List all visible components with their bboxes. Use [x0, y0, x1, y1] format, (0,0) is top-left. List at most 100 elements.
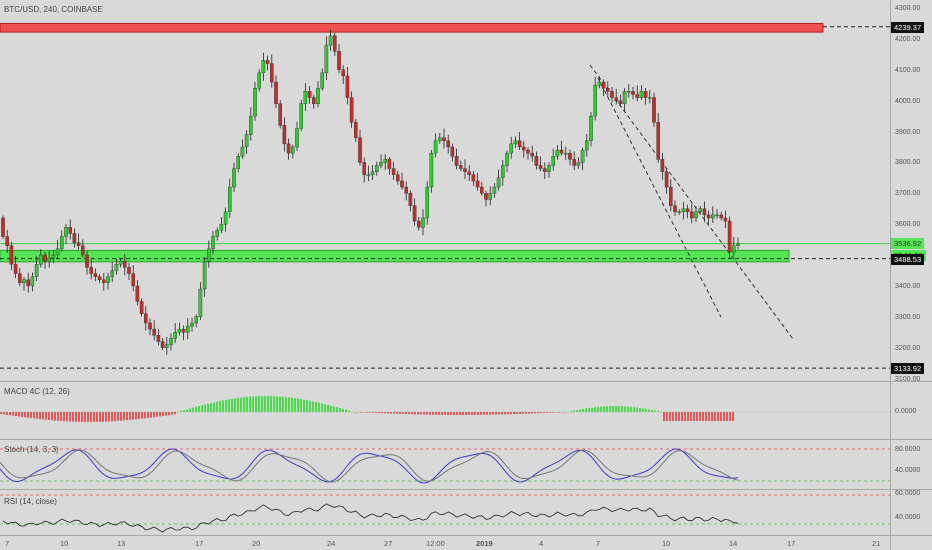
- price-chart[interactable]: [0, 0, 890, 381]
- candle-body: [30, 276, 35, 287]
- candle: [664, 167, 669, 194]
- candle-body: [236, 156, 241, 169]
- macd-axis: 0.0000: [891, 382, 932, 439]
- candle-body: [715, 214, 719, 217]
- candle: [244, 129, 249, 155]
- macd-bar: [435, 412, 437, 415]
- macd-bar: [639, 407, 641, 412]
- candle-body: [68, 227, 72, 234]
- time-label: 4: [539, 539, 544, 548]
- price-axis[interactable]: 4300.00 4200.00 4100.00 4000.00 3900.00 3800.…: [891, 0, 932, 383]
- candle-body: [106, 276, 110, 284]
- candle: [72, 228, 77, 248]
- macd-bar: [207, 403, 209, 412]
- candle: [421, 209, 425, 236]
- macd-bar: [168, 412, 170, 416]
- candle: [551, 148, 555, 171]
- macd-bar: [525, 412, 527, 414]
- price-tick: 4000.00: [895, 97, 921, 105]
- candle-body: [181, 328, 186, 333]
- stoch-pane[interactable]: Stoch (14, 3, 3): [0, 440, 890, 489]
- candle: [9, 241, 14, 271]
- candle-body: [438, 137, 442, 141]
- price-pane[interactable]: BTC/USD, 240, COINBASE: [0, 0, 890, 381]
- candle: [589, 112, 593, 147]
- candle: [509, 136, 514, 159]
- macd-bar: [720, 412, 722, 421]
- macd-bar: [693, 412, 695, 421]
- candle: [316, 81, 320, 108]
- candle: [160, 338, 165, 351]
- candle-body: [270, 63, 274, 83]
- macd-bar: [396, 412, 398, 414]
- time-label: 27: [384, 539, 393, 548]
- candle: [354, 118, 358, 143]
- macd-bar: [642, 408, 644, 412]
- time-label: 7: [5, 539, 10, 548]
- macd-bar: [186, 409, 188, 412]
- macd-bar: [60, 412, 62, 422]
- candle: [585, 133, 589, 157]
- macd-bar: [603, 406, 605, 412]
- macd-bar: [576, 410, 578, 412]
- candle-body: [375, 165, 379, 172]
- candle-body: [555, 149, 560, 157]
- candle-body: [484, 193, 488, 200]
- macd-bar: [405, 412, 407, 415]
- candle-body: [618, 100, 623, 104]
- candle-body: [93, 273, 98, 277]
- macd-bar: [69, 412, 71, 422]
- macd-histogram: [0, 396, 890, 422]
- candle: [454, 148, 459, 170]
- candle-body: [400, 180, 404, 188]
- macd-pane[interactable]: MACD 4C (12, 26): [0, 382, 890, 439]
- macd-bar: [48, 412, 50, 421]
- macd-bar: [600, 406, 602, 412]
- candle: [291, 144, 295, 159]
- candle-body: [459, 165, 463, 169]
- candle: [391, 161, 396, 180]
- candle-body: [505, 152, 509, 166]
- macd-bar: [486, 412, 488, 415]
- macd-bar: [225, 399, 227, 412]
- candle: [375, 161, 379, 176]
- candle: [177, 322, 182, 336]
- macd-bar: [528, 412, 530, 414]
- candle: [18, 268, 22, 287]
- candle: [673, 200, 677, 217]
- macd-bar: [321, 403, 323, 412]
- macd-bar: [582, 408, 584, 412]
- macd-bar: [129, 412, 131, 420]
- candle-body: [257, 72, 262, 89]
- candle: [522, 141, 526, 158]
- candle-body: [295, 128, 299, 148]
- macd-bar: [423, 412, 425, 415]
- candle-body: [408, 193, 413, 206]
- candle: [127, 263, 131, 281]
- candle-body: [391, 168, 396, 175]
- macd-bar: [324, 404, 326, 412]
- macd-bar: [273, 396, 275, 412]
- candle-body: [396, 174, 400, 182]
- macd-bar: [12, 412, 14, 416]
- candle: [648, 89, 652, 104]
- rsi-pane[interactable]: RSI (14, close): [0, 490, 890, 535]
- candle-body: [492, 186, 497, 194]
- candle: [202, 257, 207, 297]
- macd-bar: [135, 412, 137, 420]
- candle-body: [324, 44, 329, 74]
- macd-bar: [99, 412, 101, 422]
- macd-bar: [165, 412, 167, 416]
- candle-body: [139, 301, 144, 314]
- stoch-tick-40: 40.0000: [895, 467, 921, 474]
- macd-bar: [237, 397, 239, 412]
- macd-bar: [228, 399, 230, 412]
- candle-body: [517, 140, 522, 148]
- candle: [118, 258, 123, 268]
- candle: [156, 329, 161, 346]
- macd-bar: [3, 412, 5, 415]
- macd-bar: [618, 406, 620, 412]
- candle: [106, 272, 110, 290]
- candle: [442, 128, 446, 149]
- candle-body: [635, 94, 639, 98]
